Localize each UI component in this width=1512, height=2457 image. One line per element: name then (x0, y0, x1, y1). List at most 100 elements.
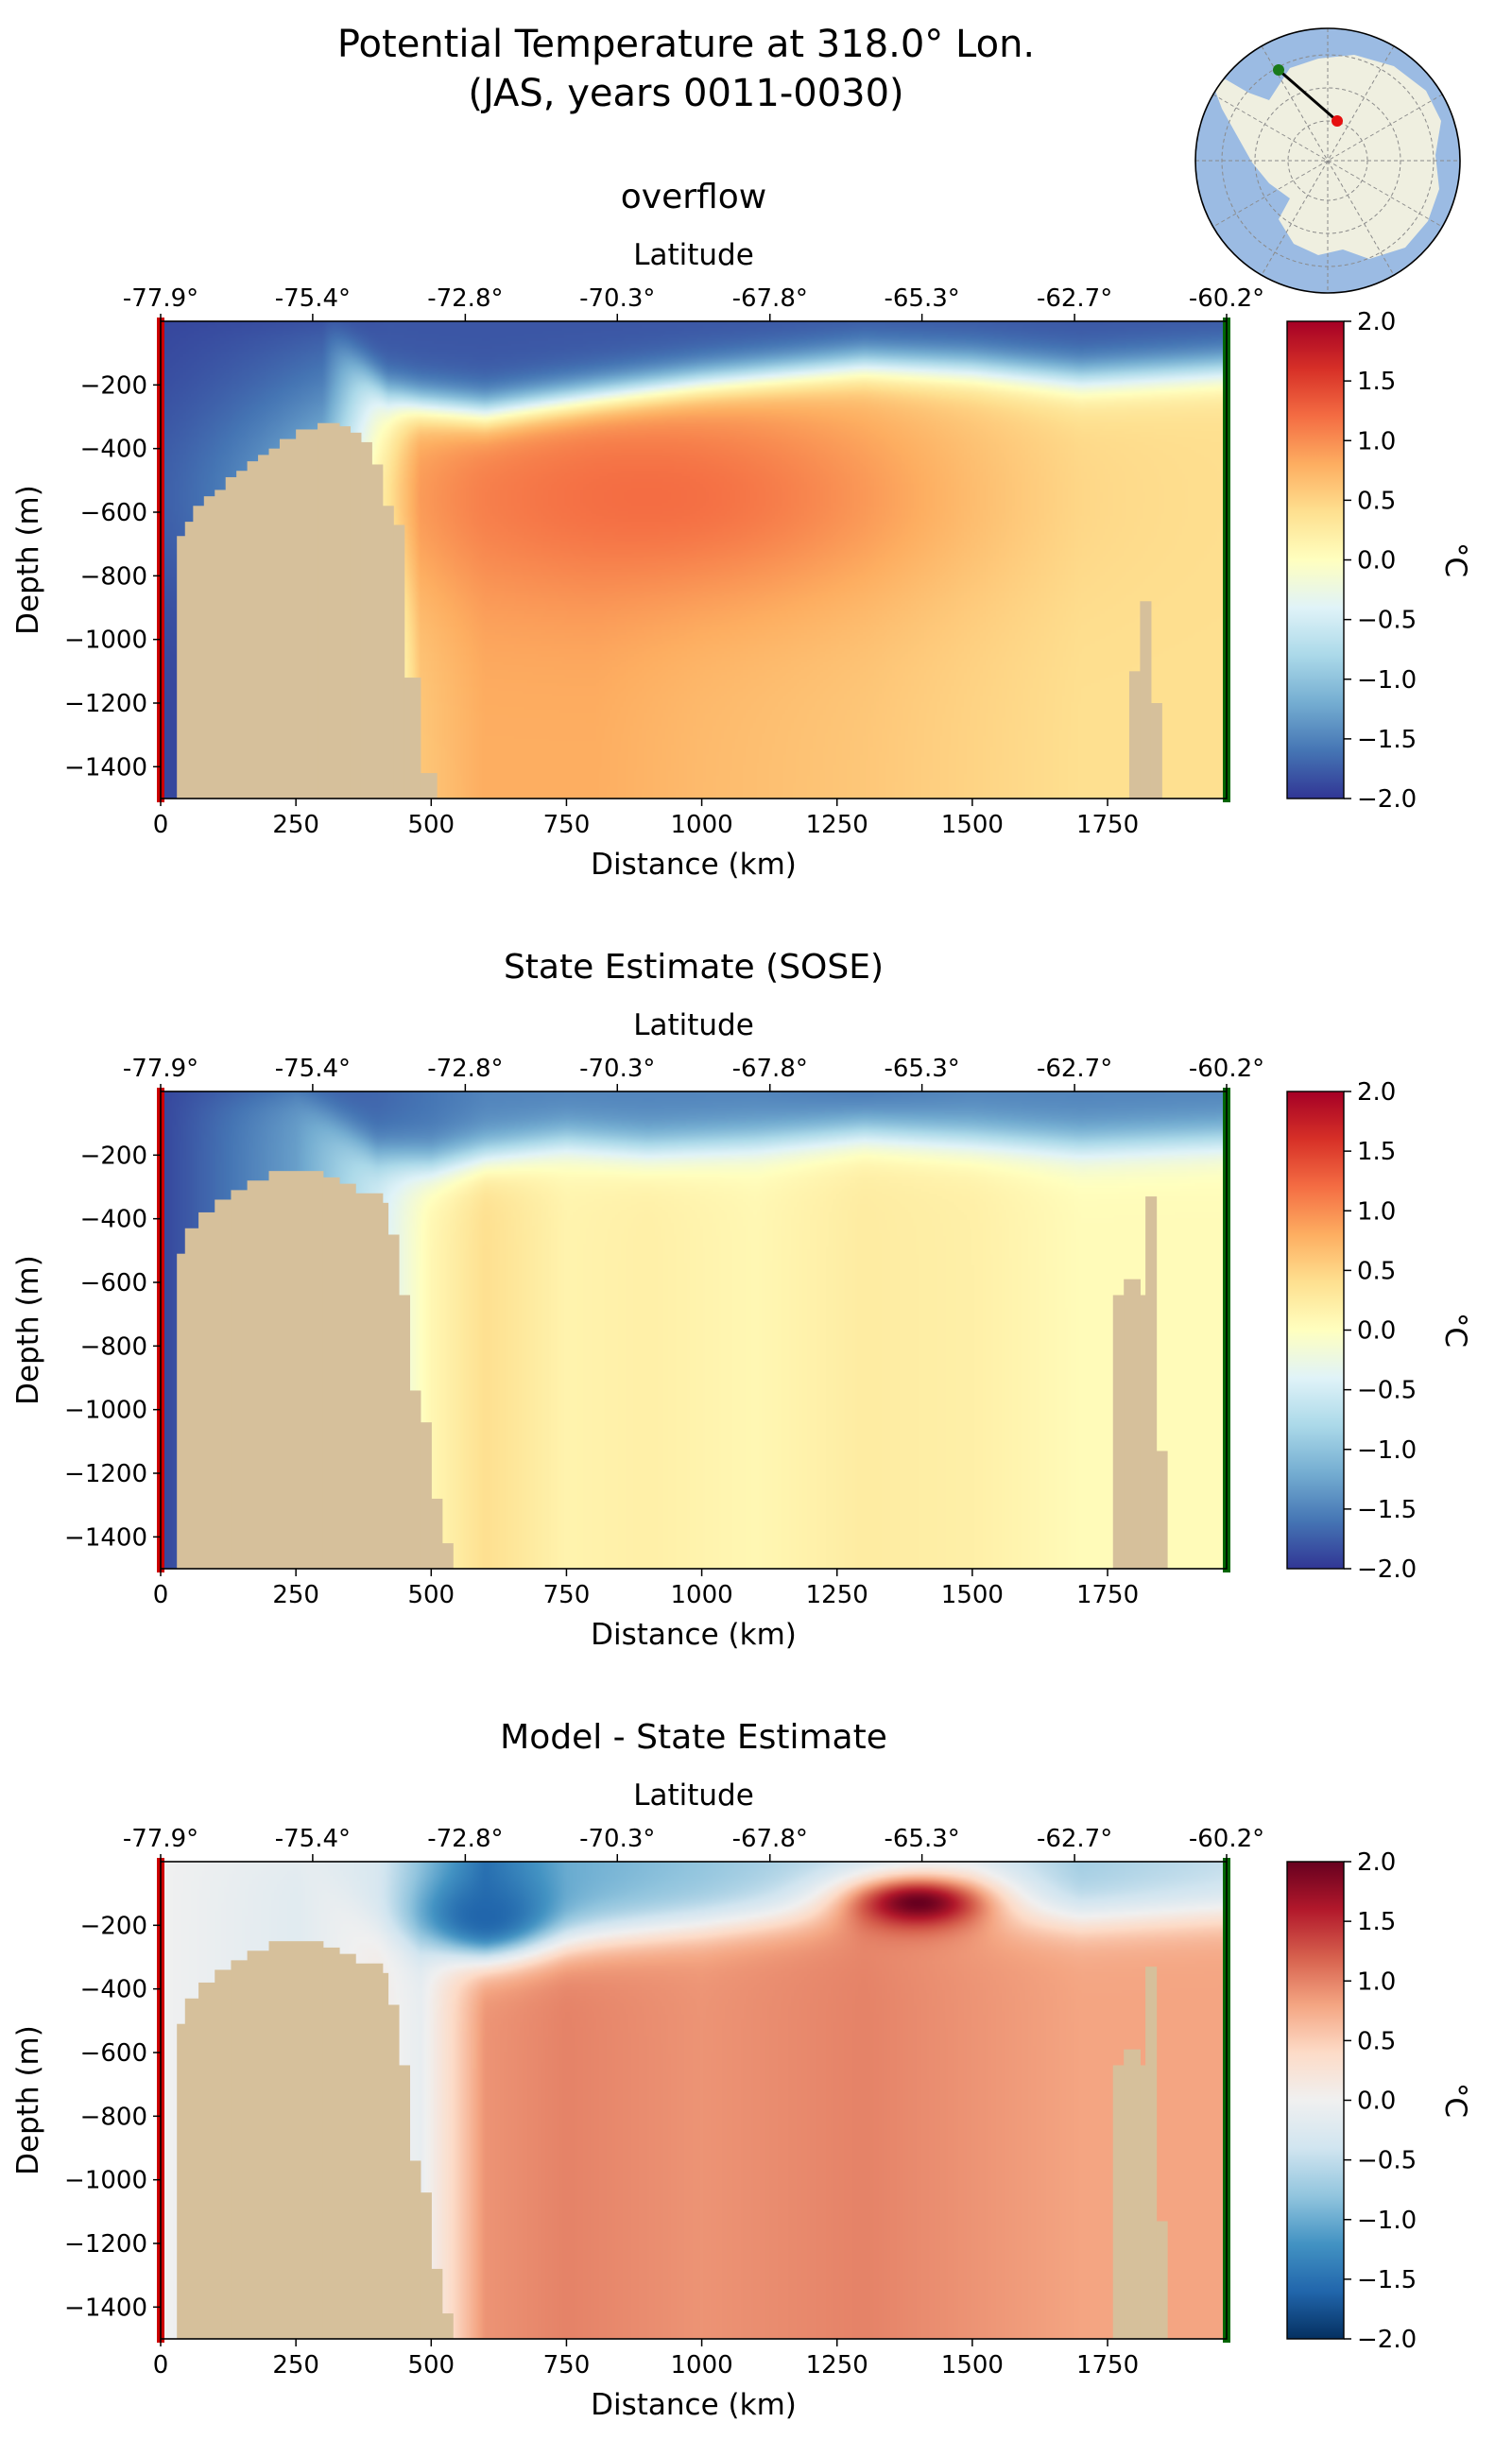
x-tick-label: 750 (543, 811, 591, 839)
land-column (215, 1969, 232, 2339)
latitude-tick-label: -67.8° (732, 1825, 808, 1853)
land-column (225, 476, 237, 799)
latitude-tick-label: -70.3° (579, 284, 655, 313)
figure-title-line2: (JAS, years 0011-0030) (468, 72, 903, 115)
colorbar-tick-label: 0.0 (1357, 1317, 1396, 1346)
land-column (177, 1253, 186, 1569)
colorbar-tick-label: −0.5 (1357, 607, 1417, 635)
latitude-tick-label: -62.7° (1037, 284, 1112, 313)
land-column (420, 773, 438, 799)
land-column (387, 2004, 400, 2339)
colorbar-tick-label: −1.0 (1357, 666, 1417, 695)
x-tick-label: 1000 (671, 811, 733, 839)
panel-title: overflow (621, 178, 766, 216)
latitude-axis-label: Latitude (633, 238, 754, 272)
land-column (203, 496, 215, 799)
land-column (198, 1211, 215, 1569)
bathymetry (177, 1941, 1168, 2339)
y-tick-label: −1400 (64, 753, 147, 782)
colorbar-tick-label: 1.0 (1357, 1197, 1396, 1226)
land-column (382, 1972, 389, 2339)
land-column (258, 455, 270, 799)
land-column (1156, 2221, 1168, 2339)
colorbar-tick-label: 1.5 (1357, 1908, 1396, 1936)
colorbar (1286, 1861, 1345, 2340)
section-line (1278, 68, 1338, 123)
land-column (231, 1960, 249, 2339)
panels: overflow 0 250 500 750 1000 1250 1500 1750 Distan… (11, 178, 1472, 2422)
land-column (441, 2313, 454, 2339)
latitude-tick-label: -70.3° (579, 1825, 655, 1853)
colorbar-tick-label: 0.5 (1357, 487, 1396, 515)
latitude-tick-label: -72.8° (427, 284, 503, 313)
x-tick-label: 1500 (941, 2351, 1004, 2380)
latitude-tick-label: -62.7° (1037, 1055, 1112, 1083)
land-column (1145, 1967, 1158, 2339)
y-tick-label: −200 (80, 1912, 147, 1940)
section-start-point (1332, 115, 1343, 127)
bathymetry (177, 422, 1162, 799)
land-column (1150, 703, 1162, 799)
x-tick-label: 500 (407, 1581, 455, 1609)
land-column (184, 1228, 199, 1569)
y-tick-label: −400 (80, 1206, 147, 1234)
land-column (1140, 2065, 1146, 2339)
axes-frame (160, 320, 1228, 799)
meridian-gridline (1212, 94, 1443, 228)
x-tick-label: 1500 (941, 811, 1004, 839)
y-tick-label: −1000 (64, 2167, 147, 2195)
colorbar-tick-label: −1.5 (1357, 726, 1417, 754)
panel-1: overflow 0 250 500 750 1000 1250 1500 1750 Distan… (11, 178, 1472, 882)
y-axis-label: Depth (m) (11, 2025, 45, 2175)
latitude-tick-label: -72.8° (427, 1825, 503, 1853)
x-tick-label: 0 (153, 1581, 169, 1609)
land-column (409, 1390, 421, 1569)
colorbar-tick-label: 1.0 (1357, 1967, 1396, 1996)
x-tick-label: 250 (272, 2351, 319, 2380)
colorbar-tick-label: −0.5 (1357, 2147, 1417, 2175)
colorbar-tick-label: −2.0 (1357, 785, 1417, 814)
bathymetry (177, 1171, 1168, 1569)
figure-title-line1: Potential Temperature at 318.0° Lon. (337, 23, 1035, 66)
land-column (1124, 1279, 1141, 1569)
land-column (431, 2268, 443, 2339)
x-tick-label: 0 (153, 2351, 169, 2380)
y-tick-label: −600 (80, 1269, 147, 1297)
land-column (177, 536, 186, 799)
land-column (1140, 1295, 1146, 1569)
land-column (338, 1183, 356, 1569)
meridian-gridline (1261, 45, 1395, 276)
land-column (371, 464, 384, 799)
colorbar-tick-label: −1.5 (1357, 2266, 1417, 2294)
y-tick-label: −800 (80, 562, 147, 591)
antarctic-locator-map (1194, 27, 1461, 294)
latitude-tick-label: -65.3° (884, 1825, 959, 1853)
y-tick-label: −1400 (64, 2294, 147, 2322)
land-column (247, 1950, 270, 2339)
land-column (184, 1998, 199, 2339)
land-column (393, 524, 405, 799)
y-tick-label: −800 (80, 2103, 147, 2131)
x-axis-label: Distance (km) (591, 1618, 797, 1652)
colorbar-tick-label: 0.0 (1357, 2088, 1396, 2116)
y-tick-label: −1000 (64, 1397, 147, 1425)
section-end-point (1273, 64, 1284, 76)
colorbar-label: °C (1438, 2083, 1472, 2118)
land-column (431, 1498, 443, 1569)
y-tick-label: −600 (80, 2039, 147, 2068)
land-column (1124, 2049, 1141, 2339)
colorbar-tick-label: −1.0 (1357, 2207, 1417, 2235)
colorbar-label: °C (1438, 1313, 1472, 1348)
x-tick-label: 750 (543, 1581, 591, 1609)
latitude-tick-label: -77.9° (123, 1055, 198, 1083)
y-tick-label: −400 (80, 1976, 147, 2004)
latitude-tick-label: -60.2° (1189, 1825, 1264, 1853)
x-tick-label: 500 (407, 2351, 455, 2380)
colorbar-label: °C (1438, 542, 1472, 577)
y-tick-label: −1200 (64, 690, 147, 718)
antarctica-landmass (1212, 55, 1441, 259)
land-column (1140, 601, 1152, 799)
colorbar-tick-label: 1.0 (1357, 427, 1396, 455)
land-column (355, 1963, 384, 2339)
